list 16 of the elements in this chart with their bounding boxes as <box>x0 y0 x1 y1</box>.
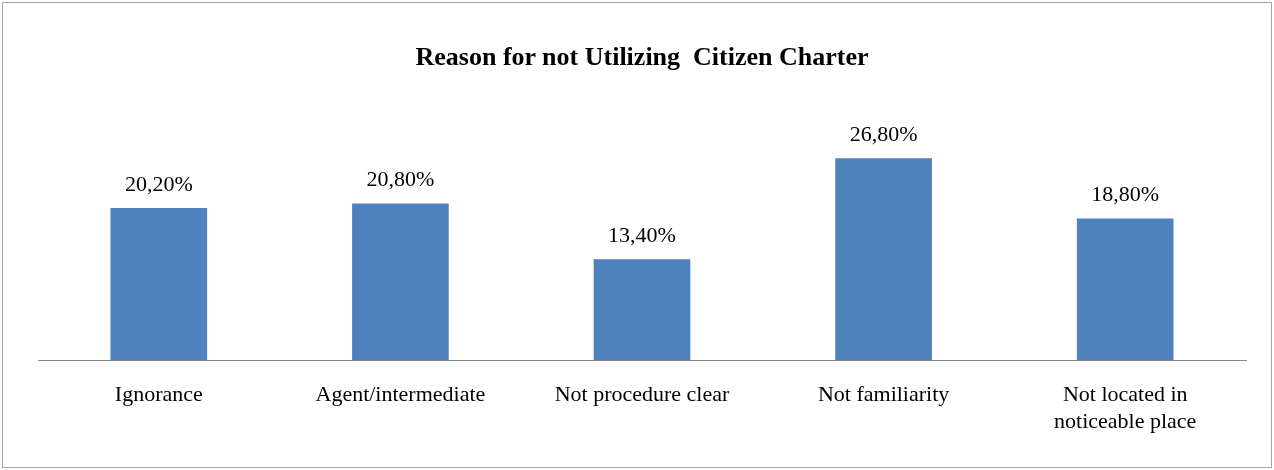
bar <box>835 158 932 361</box>
x-tick-label: Not located in noticeable place <box>1054 381 1197 433</box>
bar <box>593 259 691 361</box>
data-label: 20,80% <box>366 166 435 192</box>
data-label: 26,80% <box>849 121 918 147</box>
x-tick-label: Agent/intermediate <box>315 381 486 407</box>
bar <box>1076 218 1174 361</box>
bar <box>110 208 208 361</box>
data-label: 20,20% <box>124 170 193 196</box>
x-tick-label: Ignorance <box>114 381 203 407</box>
bar <box>352 203 449 361</box>
data-label: 13,40% <box>608 222 676 248</box>
x-tick-label: Not familiarity <box>817 381 950 407</box>
data-label: 18,80% <box>1091 181 1160 207</box>
chart-title: Reason for not Utilizing Citizen Charter <box>415 42 869 72</box>
x-tick-label: Not procedure clear <box>554 381 731 407</box>
